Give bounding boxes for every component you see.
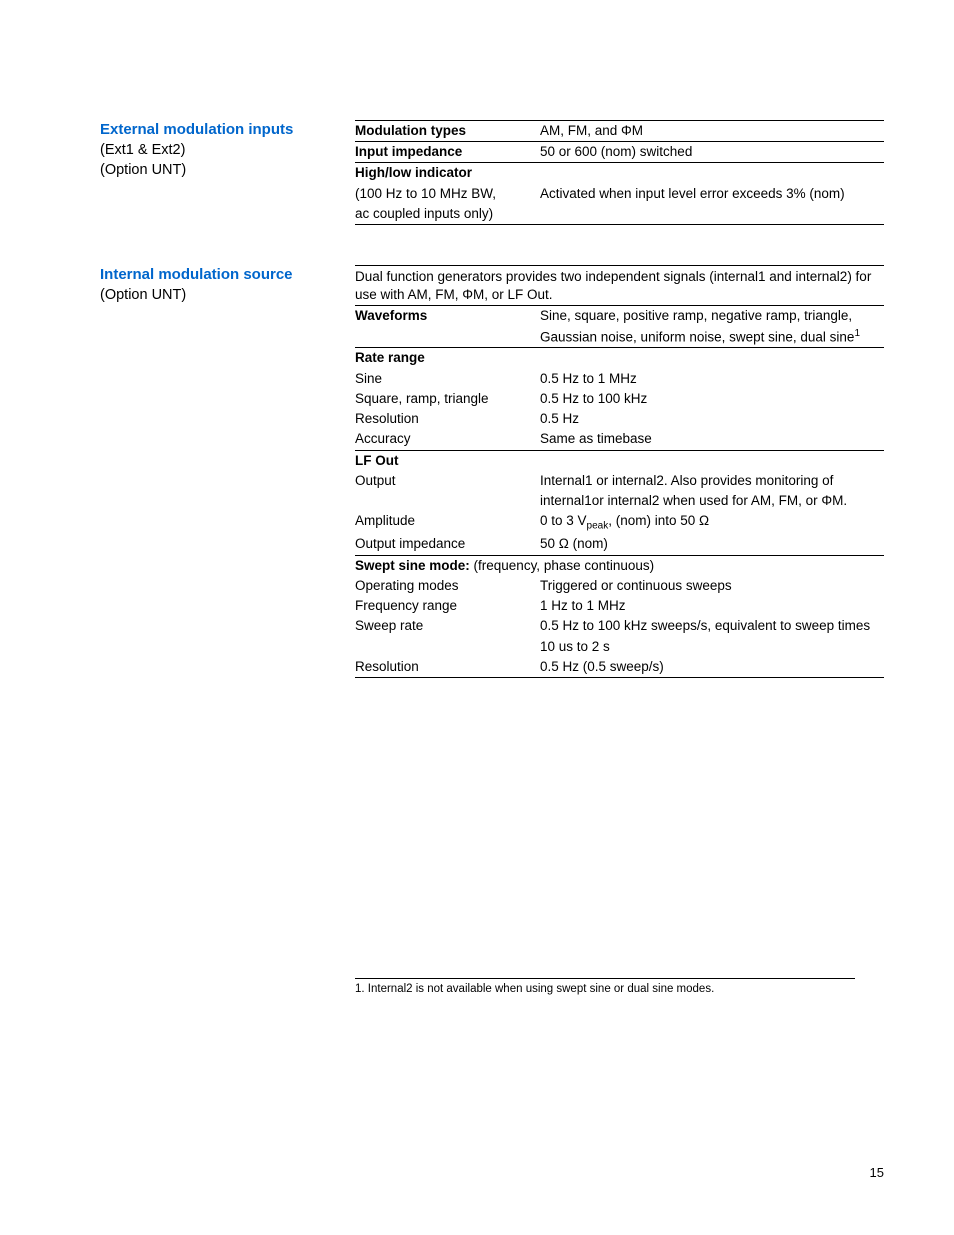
row-res: Resolution 0.5 Hz xyxy=(355,409,884,429)
waveforms-empty xyxy=(355,326,540,348)
res-val: 0.5 Hz xyxy=(540,409,884,429)
input-imp-val: 50 or 600 (nom) switched xyxy=(540,142,884,163)
sweeprate-label: Sweep rate xyxy=(355,616,540,636)
row-modulation-types: Modulation types AM, FM, and ΦM xyxy=(355,121,884,142)
external-modulation-section: External modulation inputs (Ext1 & Ext2)… xyxy=(100,120,884,225)
waveforms-val1: Sine, square, positive ramp, negative ra… xyxy=(540,305,884,326)
swept-label-a: Swept sine mode: xyxy=(355,558,470,573)
sqr-val: 0.5 Hz to 100 kHz xyxy=(540,389,884,409)
opmodes-val: Triggered or continuous sweeps xyxy=(540,576,884,596)
sqr-label: Square, ramp, triangle xyxy=(355,389,540,409)
amp-label: Amplitude xyxy=(355,511,540,534)
section2-table: Waveforms Sine, square, positive ramp, n… xyxy=(355,305,884,678)
section1-sub2: (Option UNT) xyxy=(100,161,335,181)
outimp-label: Output impedance xyxy=(355,534,540,555)
footnote-text: 1. Internal2 is not available when using… xyxy=(355,983,884,995)
sweeprate-val2: 10 us to 2 s xyxy=(540,637,884,657)
waveforms-val2a: Gaussian noise, uniform noise, swept sin… xyxy=(540,329,854,344)
swept-label-b: (frequency, phase continuous) xyxy=(470,558,654,573)
acc-label: Accuracy xyxy=(355,429,540,450)
sweeprate-val1: 0.5 Hz to 100 kHz sweeps/s, equivalent t… xyxy=(540,616,884,636)
input-imp-label: Input impedance xyxy=(355,142,540,163)
high-low-val: Activated when input level error exceeds… xyxy=(540,184,884,204)
rate-range-empty xyxy=(540,348,884,369)
high-low-empty xyxy=(540,163,884,184)
row-output-2: internal1or internal2 when used for AM, … xyxy=(355,491,884,511)
row-outimp: Output impedance 50 Ω (nom) xyxy=(355,534,884,555)
sine-val: 0.5 Hz to 1 MHz xyxy=(540,369,884,389)
high-low-label: High/low indicator xyxy=(355,163,540,184)
row-res2: Resolution 0.5 Hz (0.5 sweep/s) xyxy=(355,657,884,678)
acc-val: Same as timebase xyxy=(540,429,884,450)
row-sweeprate-2: 10 us to 2 s xyxy=(355,637,884,657)
page-number: 15 xyxy=(870,1165,884,1180)
amp-val-b: , (nom) into 50 Ω xyxy=(608,513,709,528)
section1-title: External modulation inputs xyxy=(100,120,335,140)
section1-sub1: (Ext1 & Ext2) xyxy=(100,141,335,161)
res2-label: Resolution xyxy=(355,657,540,678)
waveforms-sup: 1 xyxy=(854,328,860,339)
freqrange-val: 1 Hz to 1 MHz xyxy=(540,596,884,616)
freqrange-label: Frequency range xyxy=(355,596,540,616)
section2-right: Dual function generators provides two in… xyxy=(355,265,884,678)
output-label: Output xyxy=(355,471,540,491)
section1-left: External modulation inputs (Ext1 & Ext2)… xyxy=(100,120,355,225)
amp-val-a: 0 to 3 V xyxy=(540,513,587,528)
amp-val: 0 to 3 Vpeak, (nom) into 50 Ω xyxy=(540,511,884,534)
lfout-label: LF Out xyxy=(355,450,540,471)
row-rate-range: Rate range xyxy=(355,348,884,369)
section2-left: Internal modulation source (Option UNT) xyxy=(100,265,355,678)
section1-table: Modulation types AM, FM, and ΦM Input im… xyxy=(355,120,884,225)
mod-types-val: AM, FM, and ΦM xyxy=(540,121,884,142)
row-waveforms-2: Gaussian noise, uniform noise, swept sin… xyxy=(355,326,884,348)
section2-sub1: (Option UNT) xyxy=(100,286,335,306)
res-label: Resolution xyxy=(355,409,540,429)
row-high-low-1: High/low indicator xyxy=(355,163,884,184)
row-sqr: Square, ramp, triangle 0.5 Hz to 100 kHz xyxy=(355,389,884,409)
rate-range-label: Rate range xyxy=(355,348,540,369)
row-amp: Amplitude 0 to 3 Vpeak, (nom) into 50 Ω xyxy=(355,511,884,534)
amp-val-sub: peak xyxy=(587,521,609,532)
row-high-low-3: ac coupled inputs only) xyxy=(355,204,884,225)
mod-types-label: Modulation types xyxy=(355,121,540,142)
row-acc: Accuracy Same as timebase xyxy=(355,429,884,450)
waveforms-label: Waveforms xyxy=(355,305,540,326)
section2-title: Internal modulation source xyxy=(100,265,335,285)
lfout-empty xyxy=(540,450,884,471)
sweeprate-empty xyxy=(355,637,540,657)
waveforms-val2: Gaussian noise, uniform noise, swept sin… xyxy=(540,326,884,348)
high-low-sub2: ac coupled inputs only) xyxy=(355,204,540,225)
internal-modulation-section: Internal modulation source (Option UNT) … xyxy=(100,265,884,678)
row-input-impedance: Input impedance 50 or 600 (nom) switched xyxy=(355,142,884,163)
row-freqrange: Frequency range 1 Hz to 1 MHz xyxy=(355,596,884,616)
output-empty xyxy=(355,491,540,511)
row-output-1: Output Internal1 or internal2. Also prov… xyxy=(355,471,884,491)
opmodes-label: Operating modes xyxy=(355,576,540,596)
row-sweeprate-1: Sweep rate 0.5 Hz to 100 kHz sweeps/s, e… xyxy=(355,616,884,636)
row-sine: Sine 0.5 Hz to 1 MHz xyxy=(355,369,884,389)
outimp-val: 50 Ω (nom) xyxy=(540,534,884,555)
res2-val: 0.5 Hz (0.5 sweep/s) xyxy=(540,657,884,678)
high-low-sub1: (100 Hz to 10 MHz BW, xyxy=(355,184,540,204)
row-lfout: LF Out xyxy=(355,450,884,471)
sine-label: Sine xyxy=(355,369,540,389)
row-swept: Swept sine mode: (frequency, phase conti… xyxy=(355,555,884,576)
swept-label: Swept sine mode: (frequency, phase conti… xyxy=(355,555,884,576)
output-val2: internal1or internal2 when used for AM, … xyxy=(540,491,884,511)
high-low-empty2 xyxy=(540,204,884,225)
row-opmodes: Operating modes Triggered or continuous … xyxy=(355,576,884,596)
row-waveforms-1: Waveforms Sine, square, positive ramp, n… xyxy=(355,305,884,326)
row-high-low-2: (100 Hz to 10 MHz BW, Activated when inp… xyxy=(355,184,884,204)
section2-intro: Dual function generators provides two in… xyxy=(355,265,884,304)
footnote-rule xyxy=(355,978,855,979)
output-val1: Internal1 or internal2. Also provides mo… xyxy=(540,471,884,491)
section1-right: Modulation types AM, FM, and ΦM Input im… xyxy=(355,120,884,225)
